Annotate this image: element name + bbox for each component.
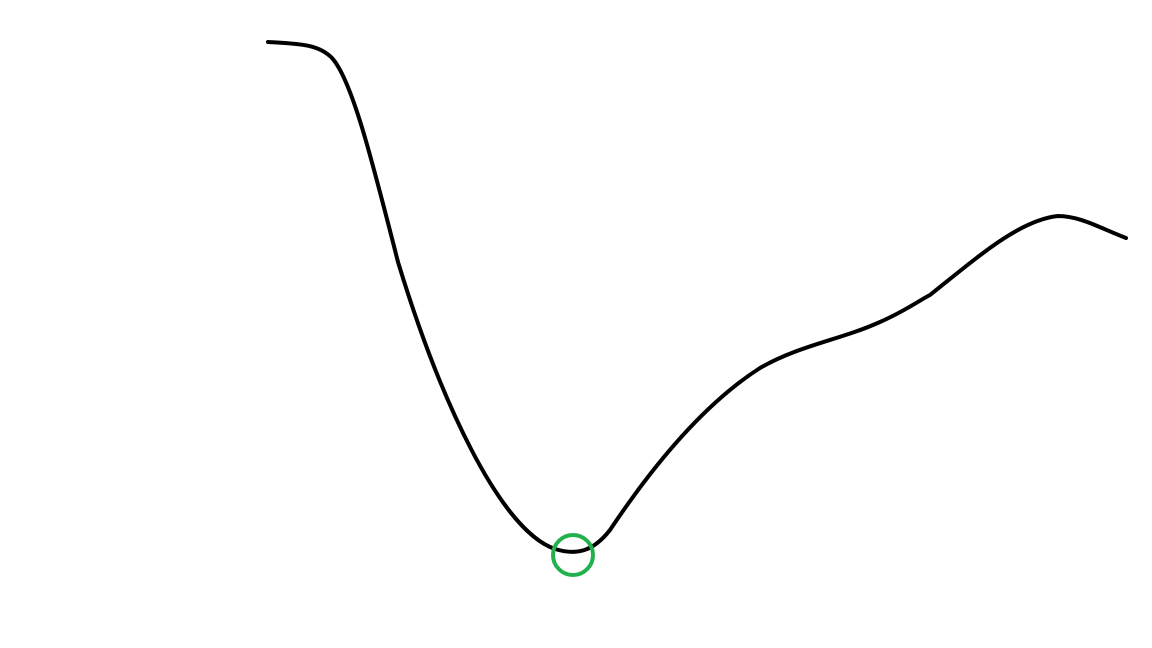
landscape-curve [266, 40, 1128, 554]
minimum-marker-circle [551, 533, 595, 577]
